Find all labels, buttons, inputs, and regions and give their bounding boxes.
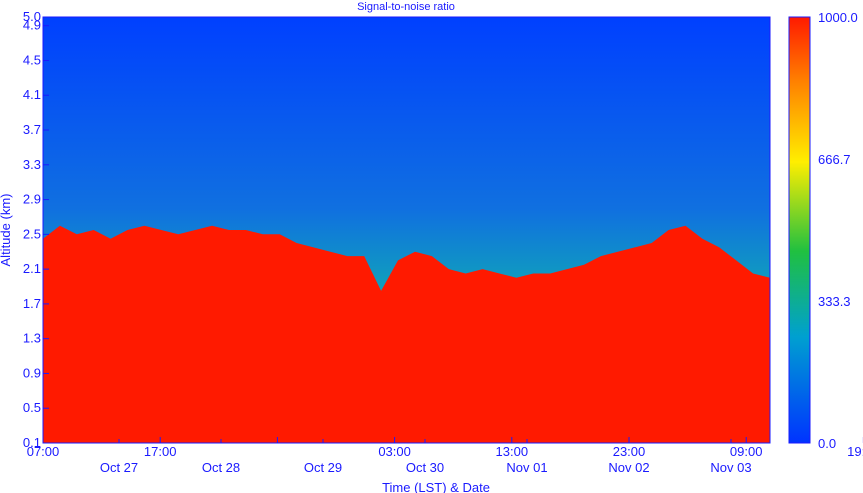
- y-tick-label: 3.3: [23, 157, 41, 172]
- x-date-tick-label: Oct 29: [304, 460, 342, 475]
- y-tick-label: 0.1: [23, 435, 41, 450]
- colorbar-tick-label: 0.0: [818, 436, 836, 451]
- y-tick-label: 1.3: [23, 331, 41, 346]
- y-tick-label: 1.7: [23, 296, 41, 311]
- y-tick-label: 0.9: [23, 365, 41, 380]
- y-axis: 0.1 0.5 0.9 1.3 1.7 2.1 2.5 2.9 3.3 3.7 4.1 4.5 4.95…: [23, 9, 49, 450]
- y-tick-label: 3.7: [23, 122, 41, 137]
- x-time-tick-label: 23:00: [613, 444, 646, 459]
- x-time-tick-label: 17:00: [144, 444, 177, 459]
- plot-frame: [42, 16, 771, 444]
- plot-area: [43, 17, 770, 443]
- y-tick-label: 4.1: [23, 87, 41, 102]
- y-tick-label: 5.0: [23, 9, 41, 24]
- x-date-tick-label: Nov 02: [608, 460, 649, 475]
- x-date-tick-label: Oct 30: [406, 460, 444, 475]
- y-tick-label: 2.1: [23, 261, 41, 276]
- high-snr-region: [43, 225, 770, 443]
- x-time-tick-label: 09:00: [730, 444, 763, 459]
- x-date-tick-label: Oct 27: [100, 460, 138, 475]
- y-tick-label: 2.5: [23, 226, 41, 241]
- y-tick-label: 4.5: [23, 52, 41, 67]
- chart-title: Signal-to-noise ratio: [357, 1, 455, 13]
- x-time-tick-label: 19:00: [847, 444, 863, 459]
- x-time-tick-label: 07:00: [27, 444, 60, 459]
- x-axis: 07:00 17:00 03:00 13:00 23:00 09:00 19:00 Oct 2…: [27, 437, 863, 475]
- x-axis-label: Time (LST) & Date: [382, 480, 490, 493]
- x-date-tick-label: Nov 03: [710, 460, 751, 475]
- x-time-tick-label: 13:00: [496, 444, 529, 459]
- colorbar: [788, 16, 811, 444]
- y-tick-label: 4.9: [23, 18, 41, 33]
- x-date-tick-label: Nov 01: [506, 460, 547, 475]
- y-axis-label: Altitude (km): [0, 194, 13, 267]
- colorbar-tick-label: 666.7: [818, 152, 851, 167]
- colorbar-ticks: 0.0 333.3 666.7 1000.0: [818, 10, 858, 451]
- y-tick-label: 2.9: [23, 192, 41, 207]
- colorbar-tick-label: 333.3: [818, 294, 851, 309]
- y-tick-label: 0.5: [23, 400, 41, 415]
- x-time-tick-label: 03:00: [378, 444, 411, 459]
- x-date-tick-label: Oct 28: [202, 460, 240, 475]
- colorbar-tick-label: 1000.0: [818, 10, 858, 25]
